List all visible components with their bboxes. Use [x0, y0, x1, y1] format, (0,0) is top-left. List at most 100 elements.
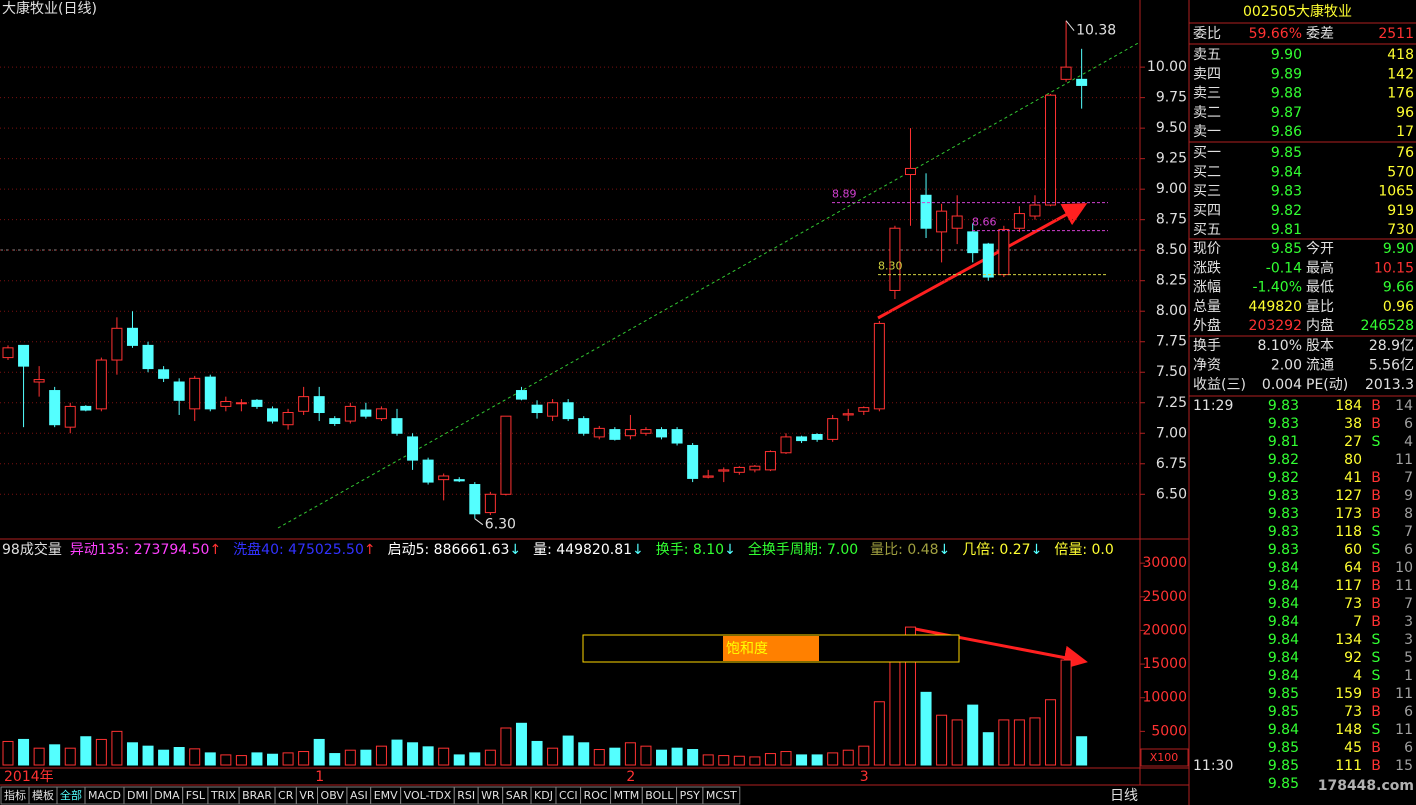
arrow — [877, 203, 1088, 320]
tab-label[interactable]: 全部 — [60, 788, 82, 802]
candle-body — [811, 433, 823, 440]
quote-value: -0.14 — [1266, 260, 1302, 276]
tab-label[interactable]: DMA — [154, 789, 180, 802]
candle-body — [827, 418, 839, 440]
tab-label[interactable]: FSL — [186, 789, 206, 802]
volume-bar — [1076, 736, 1088, 766]
quote-label: 换手 — [1193, 337, 1221, 354]
tick-count: 11 — [1395, 686, 1413, 702]
quote-value: 9.85 — [1271, 145, 1302, 161]
quote-value: 9.84 — [1271, 164, 1302, 180]
tab-label[interactable]: BOLL — [645, 789, 674, 802]
volume-bar — [796, 754, 808, 766]
tab-label[interactable]: 指标 — [4, 788, 26, 802]
watermark: 178448.com — [1318, 778, 1414, 794]
arrow — [909, 626, 1088, 670]
tab-label[interactable]: VOL-TDX — [404, 789, 452, 802]
quote-label: 收益(三) — [1193, 377, 1246, 393]
tab-label[interactable]: VR — [299, 789, 315, 802]
quote-value: 9.82 — [1271, 203, 1302, 219]
level-label: 8.66 — [972, 216, 997, 229]
quote-label: 卖四 — [1193, 66, 1221, 82]
tick-side: B — [1371, 488, 1381, 504]
tab-label[interactable]: PSY — [680, 789, 701, 802]
candle-body — [500, 415, 512, 495]
y-tick-label: 9.50 — [1156, 120, 1187, 136]
indicator-value: 几倍: 0.27 — [962, 542, 1030, 558]
candle-body — [438, 475, 450, 481]
candle-body — [484, 493, 496, 514]
tick-count: 11 — [1395, 452, 1413, 468]
tick-price: 9.83 — [1268, 398, 1299, 414]
tick-count: 7 — [1404, 596, 1413, 612]
quote-value: 10.15 — [1374, 260, 1414, 276]
tab-label[interactable]: WR — [481, 789, 500, 802]
volume-bar — [407, 742, 419, 766]
candle-body — [95, 359, 107, 410]
quote-value: 919 — [1387, 203, 1414, 219]
tab-label[interactable]: CR — [278, 789, 294, 802]
candle-body — [142, 344, 154, 370]
volume-bar — [204, 752, 216, 766]
tab-label[interactable]: ROC — [584, 789, 608, 802]
tick-volume: 184 — [1335, 398, 1362, 414]
candle-body — [671, 429, 683, 444]
tab[interactable] — [702, 786, 741, 805]
tick-volume: 27 — [1344, 434, 1362, 450]
tick-side: B — [1371, 758, 1381, 774]
tab-label[interactable]: DMI — [127, 789, 148, 802]
volume-bar — [375, 745, 387, 766]
tick-side: B — [1371, 398, 1381, 414]
candle-body — [656, 429, 668, 438]
tab-label[interactable]: MACD — [88, 789, 121, 802]
tick-side: B — [1371, 506, 1381, 522]
tab-label[interactable]: KDJ — [534, 789, 553, 802]
tick-count: 15 — [1395, 758, 1413, 774]
candle-body — [749, 465, 761, 471]
stock-code: 002505 — [1243, 4, 1296, 20]
tick-side: S — [1372, 632, 1381, 648]
quote-value: 9.66 — [1383, 280, 1414, 296]
tick-volume: 38 — [1344, 416, 1362, 432]
tab-label[interactable]: RSI — [457, 789, 475, 802]
tick-price: 9.84 — [1268, 578, 1299, 594]
tick-volume: 41 — [1344, 470, 1362, 486]
candle-body — [967, 231, 979, 254]
tick-side: S — [1372, 650, 1381, 666]
tab-label[interactable]: MTM — [614, 789, 640, 802]
tick-price: 9.84 — [1268, 668, 1299, 684]
tab-label[interactable]: EMV — [374, 789, 398, 802]
candle-body — [640, 429, 652, 434]
candle-body — [49, 390, 61, 426]
indicator-arrow: ↓ — [1031, 542, 1043, 558]
quote-value: 2.00 — [1271, 358, 1302, 374]
candle-body — [1013, 213, 1025, 229]
tab-label[interactable]: ASI — [350, 789, 368, 802]
level-label: 8.30 — [878, 260, 903, 273]
annotation-pointer — [1065, 20, 1075, 32]
tab-label[interactable]: 模板 — [32, 788, 54, 802]
tab-label[interactable]: TRIX — [210, 789, 237, 802]
y-tick-label: 6.75 — [1156, 456, 1187, 472]
tick-side: S — [1372, 542, 1381, 558]
tab-label[interactable]: OBV — [321, 789, 345, 802]
volume-bar — [282, 752, 294, 766]
y-tick-label: 8.00 — [1156, 303, 1187, 319]
tab-label[interactable]: BRAR — [242, 789, 272, 802]
tick-time: 11:30 — [1193, 758, 1233, 774]
volume-bar — [18, 738, 30, 766]
tab-label[interactable]: MCST — [706, 789, 737, 802]
quote-label: 涨幅 — [1193, 280, 1221, 296]
candle-body — [796, 436, 808, 442]
tab-label[interactable]: SAR — [506, 789, 529, 802]
quote-value: 2013.3 — [1365, 377, 1414, 393]
tick-volume: 134 — [1335, 632, 1362, 648]
candle-body — [936, 210, 948, 233]
candle-body — [422, 459, 434, 483]
quote-value: 0.96 — [1383, 299, 1414, 315]
tick-price: 9.83 — [1268, 542, 1299, 558]
indicator-arrow: ↑ — [364, 542, 376, 558]
tab-label[interactable]: CCI — [559, 789, 578, 802]
indicator-value: 全换手周期: 7.00 — [748, 541, 858, 558]
